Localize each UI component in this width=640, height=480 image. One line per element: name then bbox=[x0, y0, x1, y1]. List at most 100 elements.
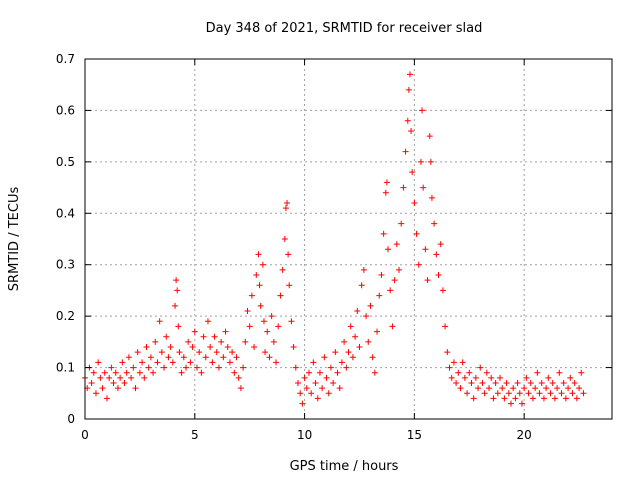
data-point bbox=[427, 158, 434, 165]
data-point bbox=[450, 359, 457, 366]
data-point bbox=[196, 349, 203, 356]
data-point bbox=[161, 364, 168, 371]
data-point bbox=[571, 380, 578, 386]
data-point bbox=[578, 369, 585, 376]
data-point bbox=[175, 323, 182, 330]
data-point bbox=[101, 369, 108, 376]
data-point bbox=[490, 395, 497, 402]
data-point bbox=[464, 390, 471, 397]
data-point bbox=[378, 272, 385, 278]
data-point bbox=[176, 349, 183, 356]
data-point bbox=[529, 395, 536, 402]
data-point bbox=[417, 158, 424, 165]
data-point bbox=[139, 359, 146, 366]
data-point bbox=[97, 374, 104, 381]
data-point bbox=[316, 369, 323, 376]
data-point bbox=[262, 349, 269, 356]
data-point bbox=[191, 328, 198, 335]
data-point bbox=[310, 359, 317, 366]
chart-title: Day 348 of 2021, SRMTID for receiver sla… bbox=[206, 21, 483, 36]
data-point bbox=[90, 369, 97, 376]
data-point bbox=[391, 277, 398, 284]
data-point bbox=[154, 359, 161, 366]
data-point bbox=[321, 354, 328, 361]
data-point bbox=[356, 344, 363, 350]
data-point bbox=[565, 385, 572, 392]
data-point bbox=[560, 380, 567, 386]
data-point bbox=[233, 354, 240, 361]
data-point bbox=[172, 302, 179, 309]
data-point bbox=[514, 380, 521, 386]
data-point bbox=[523, 374, 530, 381]
data-point bbox=[446, 364, 453, 371]
data-point bbox=[327, 364, 334, 371]
data-point bbox=[150, 369, 157, 376]
data-point bbox=[371, 369, 378, 376]
data-point bbox=[187, 359, 194, 366]
data-point bbox=[282, 205, 289, 212]
data-point bbox=[334, 369, 341, 376]
data-point bbox=[229, 349, 236, 356]
data-point bbox=[117, 374, 124, 381]
data-point bbox=[158, 349, 165, 356]
data-point bbox=[419, 107, 426, 114]
data-point bbox=[367, 302, 374, 309]
data-point bbox=[349, 354, 356, 361]
data-point bbox=[426, 133, 433, 140]
data-point bbox=[200, 333, 207, 340]
data-point bbox=[185, 338, 192, 345]
data-point bbox=[363, 313, 370, 320]
y-tick-label: 0.4 bbox=[56, 206, 75, 220]
data-point bbox=[437, 241, 444, 248]
data-point bbox=[259, 261, 266, 268]
data-point bbox=[576, 385, 583, 392]
data-point bbox=[534, 369, 541, 376]
data-point bbox=[475, 385, 482, 392]
data-point bbox=[323, 374, 330, 381]
data-point bbox=[112, 369, 119, 376]
data-point bbox=[343, 364, 350, 371]
data-point bbox=[352, 333, 359, 340]
data-point bbox=[240, 364, 247, 371]
data-point bbox=[408, 128, 415, 134]
data-point bbox=[281, 236, 288, 242]
data-point bbox=[545, 374, 552, 381]
data-point bbox=[244, 308, 251, 314]
data-point bbox=[396, 266, 403, 273]
data-point bbox=[551, 395, 558, 402]
data-point bbox=[538, 380, 545, 386]
data-point bbox=[512, 395, 519, 402]
data-point bbox=[246, 323, 253, 330]
data-point bbox=[285, 251, 292, 258]
data-point bbox=[433, 251, 440, 258]
data-point bbox=[231, 369, 238, 376]
data-point bbox=[387, 287, 394, 294]
data-point bbox=[193, 364, 200, 371]
data-point bbox=[345, 349, 352, 356]
data-point bbox=[472, 374, 479, 381]
data-point bbox=[540, 395, 547, 402]
data-point bbox=[130, 364, 137, 371]
data-point bbox=[255, 251, 262, 258]
data-point bbox=[88, 380, 95, 386]
data-point bbox=[108, 364, 115, 371]
data-point bbox=[389, 323, 396, 330]
data-point bbox=[209, 359, 216, 366]
data-point bbox=[92, 390, 99, 397]
data-point bbox=[314, 395, 321, 402]
data-point bbox=[554, 385, 561, 392]
data-point bbox=[189, 344, 196, 350]
data-point bbox=[468, 380, 475, 386]
data-point bbox=[121, 380, 128, 386]
data-point bbox=[497, 374, 504, 381]
data-point bbox=[385, 246, 392, 253]
data-point bbox=[374, 328, 381, 335]
data-point bbox=[202, 354, 209, 361]
data-point bbox=[284, 200, 291, 206]
data-point bbox=[253, 272, 260, 278]
data-point bbox=[235, 374, 242, 381]
data-point bbox=[360, 266, 367, 273]
data-point bbox=[303, 385, 310, 392]
data-point bbox=[521, 385, 528, 392]
data-point bbox=[398, 220, 405, 227]
